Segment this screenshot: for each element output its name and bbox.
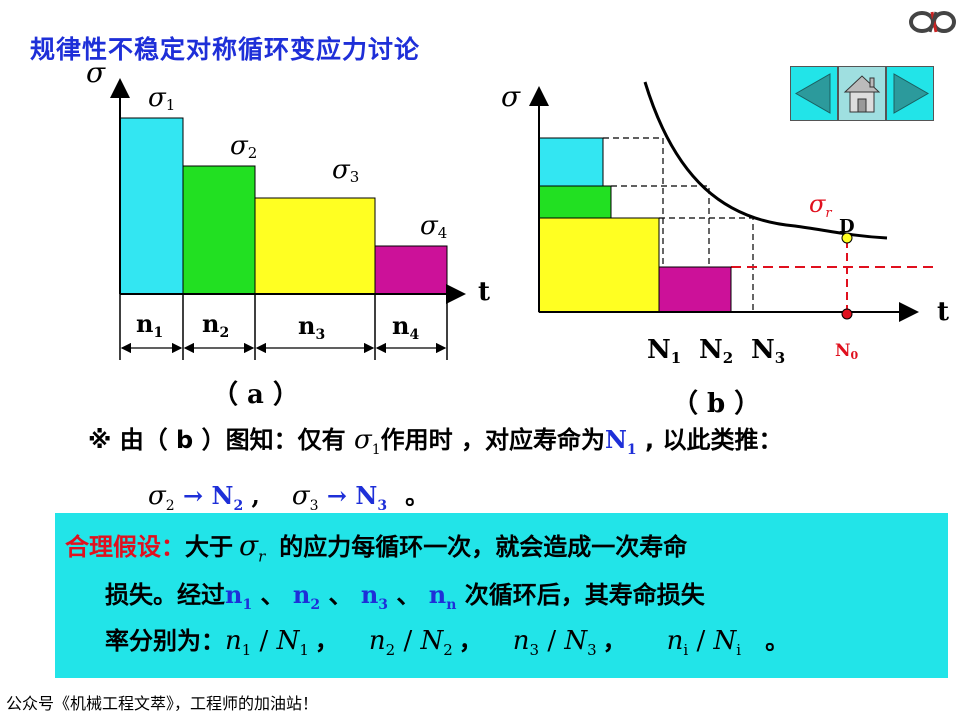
footer-text: 公众号《机械工程文萃》，工程师的加油站！ [6,694,319,713]
point-D [841,232,853,244]
N1-label: N1 [647,335,681,367]
b-y-axis-label: σ [501,80,521,113]
b-sigma3-bar [538,217,660,313]
ratio-3: n3 / N3 [512,626,597,660]
page-title: 规律性不稳定对称循环变应力讨论 [30,35,421,64]
N0-label: N0 [835,341,859,362]
explanation-line-2: σ2 → N2 , σ3 → N3。 [148,481,430,515]
ratio-2: n2 / N2 [368,626,453,660]
N1-inline: N1 [604,425,637,458]
sigma1-inline: σ1 [353,425,381,459]
assumption-heading: 合理假设： [65,533,185,561]
prev-slide-button[interactable] [790,66,838,121]
N2-label: N2 [699,335,733,367]
b-x-axis-label: t [937,297,949,327]
sigma1-bar [119,117,184,295]
figure-a-caption: （ a ） [212,380,299,410]
sigma-r-inline: σr [239,529,266,566]
b-sigma1-bar [538,137,604,187]
b-sigma2-bar [538,185,612,219]
figure-b: σ t σr D N1 N2 N3 N0 [501,80,949,367]
n3-label: n3 [298,311,325,343]
figure-a: σ t σ1 σ2 σ3 σ4 n1 n2 n3 n4 [86,60,490,360]
explanation-line-1: ※ 由（ b ）图知：仅有 σ1作用时 ，对应寿命为N1 , 以此类推： [88,425,783,459]
sigma3-label: σ3 [332,155,359,186]
sigma4-label: σ4 [420,211,447,242]
ratio-i: ni / Ni [666,626,742,660]
assumption-row-3: 率分别为：n1 / N1， n2 / N2， n3 / N3， ni / Ni。 [105,626,790,660]
home-button[interactable] [838,66,886,121]
assumption-row-2: 损失。经过n1 、 n2 、 n3 、 nn 次循环后，其寿命损失 [105,580,705,613]
slide-nav [790,66,934,121]
N3-label: N3 [751,335,785,367]
x-axis-label: t [478,277,490,307]
assumption-box: 合理假设：大于 σr 的应力每循环一次，就会造成一次寿命 损失。经过n1 、 n2 … [55,513,948,678]
logo-icon [909,11,956,33]
next-slide-button[interactable] [886,66,934,121]
sigma2-label: σ2 [230,131,257,162]
n2-label: n2 [202,309,229,341]
n1-label: n1 [136,309,163,341]
b-sigma4-bar [658,266,732,313]
figure-b-caption: （ b ） [672,389,761,419]
assumption-row-1: 合理假设：大于 σr 的应力每循环一次，就会造成一次寿命 [65,529,688,566]
fatigue-curve [643,81,888,240]
n4-label: n4 [392,311,419,343]
sigma2-bar [182,165,256,295]
sigma4-bar [374,245,448,295]
point-N0 [841,308,853,320]
y-axis-label: σ [86,60,106,89]
ratio-1: n1 / N1 [225,626,309,660]
sigma1-label: σ1 [148,83,175,114]
sigma-r-label: σr [809,190,832,221]
sigma3-bar [254,197,376,295]
D-label: D [839,216,855,237]
